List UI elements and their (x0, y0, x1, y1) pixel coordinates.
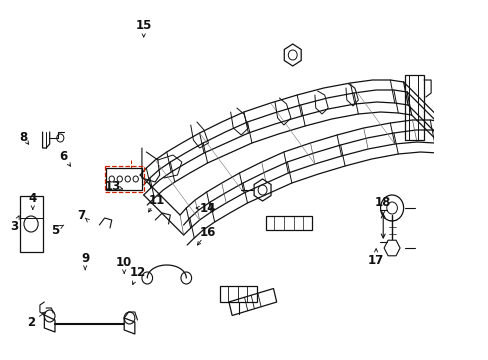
Bar (106, 168, 142, 190)
Bar (104, 166, 143, 192)
Text: 15: 15 (135, 18, 152, 32)
Text: 2: 2 (27, 315, 35, 328)
Text: 8: 8 (19, 131, 27, 144)
Bar (265, 216, 312, 230)
Text: 4: 4 (29, 192, 37, 204)
Text: 11: 11 (148, 194, 165, 207)
Text: 13: 13 (104, 180, 121, 193)
Text: 3: 3 (10, 220, 18, 233)
Bar (404, 75, 423, 140)
Text: 7: 7 (78, 208, 85, 221)
Text: 12: 12 (129, 266, 145, 279)
Text: 10: 10 (116, 256, 132, 269)
Text: 17: 17 (367, 255, 384, 267)
Text: 9: 9 (81, 252, 89, 266)
Text: 18: 18 (374, 195, 390, 208)
Text: 16: 16 (199, 225, 215, 239)
Bar (220, 286, 257, 302)
Text: 14: 14 (199, 202, 215, 215)
Text: 5: 5 (51, 224, 59, 237)
Text: 6: 6 (60, 149, 68, 162)
Bar (20, 196, 42, 252)
